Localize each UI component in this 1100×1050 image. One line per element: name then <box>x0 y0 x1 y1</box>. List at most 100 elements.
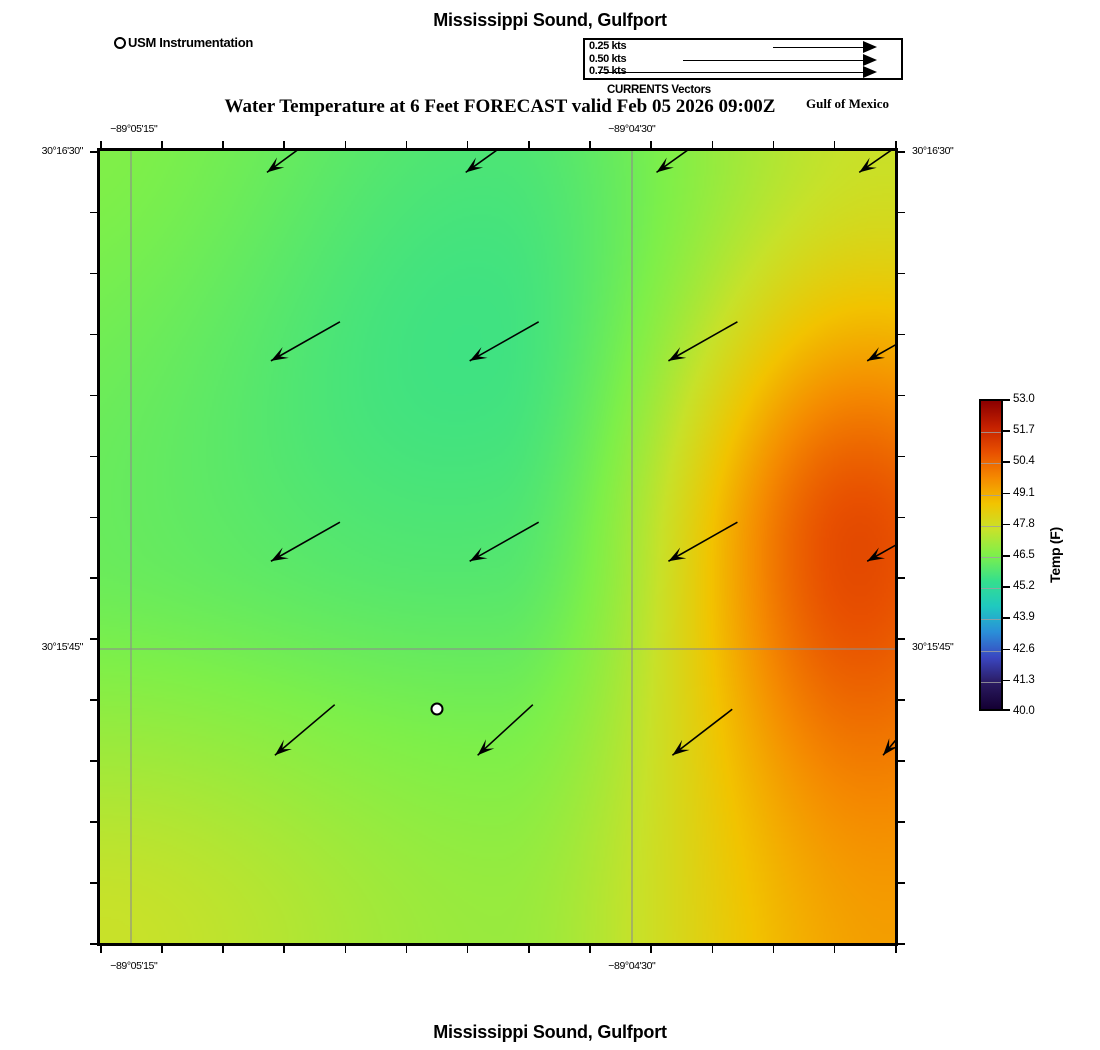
currents-legend-shaft <box>598 72 863 74</box>
axis-tick-bottom <box>589 946 591 953</box>
usm-instrumentation-legend: USM Instrumentation <box>114 35 253 50</box>
usm-station-marker[interactable] <box>430 702 444 716</box>
colorbar-tick <box>1003 679 1010 682</box>
footer-title: Mississippi Sound, Gulfport <box>433 1022 667 1042</box>
currents-legend-row: 0.50 kts <box>585 53 901 66</box>
axis-tick-left <box>90 394 97 397</box>
colorbar-segment-divider <box>981 681 1001 683</box>
currents-legend-label: 0.25 kts <box>589 40 627 52</box>
axis-label-longitude-top: −89°05'15" <box>110 123 158 135</box>
current-vector-arrow <box>270 521 341 562</box>
axis-tick-top <box>711 141 714 148</box>
axis-tick-top <box>405 141 408 148</box>
colorbar-tick <box>1003 523 1010 526</box>
colorbar-tick-label: 47.8 <box>1013 517 1035 530</box>
axis-tick-bottom <box>833 946 836 953</box>
axis-tick-right <box>898 333 905 336</box>
axis-tick-left <box>90 638 97 640</box>
axis-tick-left <box>90 943 97 945</box>
current-vector-arrow <box>671 708 733 756</box>
axis-tick-left <box>90 211 97 214</box>
axis-tick-left <box>90 272 97 275</box>
axis-tick-bottom <box>100 946 102 953</box>
colorbar-tick-label: 53.0 <box>1013 393 1035 405</box>
axis-tick-right <box>898 882 905 884</box>
colorbar-tick-label: 49.1 <box>1013 486 1035 499</box>
open-circle-icon <box>114 36 126 49</box>
axis-tick-bottom <box>772 946 775 953</box>
axis-tick-left <box>90 455 97 458</box>
axis-tick-bottom <box>711 946 714 953</box>
axis-tick-right <box>898 760 905 762</box>
axis-label-longitude-bottom: −89°05'15" <box>110 960 158 972</box>
gridline-vertical <box>130 151 132 943</box>
temperature-map[interactable] <box>97 148 898 946</box>
axis-tick-bottom <box>895 946 897 953</box>
colorbar-tick <box>1003 492 1010 495</box>
axis-tick-bottom <box>222 946 224 953</box>
colorbar-tick <box>1003 555 1010 557</box>
colorbar-segment-divider <box>981 588 1001 590</box>
axis-tick-right <box>898 394 905 397</box>
axis-tick-left <box>90 821 97 823</box>
axis-label-latitude-right: 30°15'45" <box>912 641 954 654</box>
colorbar-segment-divider <box>981 463 1001 465</box>
colorbar-tick <box>1003 709 1010 711</box>
axis-tick-top <box>344 141 347 148</box>
axis-tick-left <box>90 699 97 701</box>
colorbar-segment-divider <box>981 619 1001 621</box>
colorbar-segment-divider <box>981 432 1001 434</box>
axis-tick-bottom <box>344 946 347 953</box>
temperature-field <box>100 151 895 943</box>
axis-label-latitude-left: 30°16'30" <box>41 145 84 157</box>
axis-tick-right <box>898 151 905 153</box>
colorbar-tick <box>1003 648 1010 651</box>
axis-tick-right <box>898 516 905 519</box>
current-vector-arrow <box>270 321 341 362</box>
axis-tick-right <box>898 272 905 275</box>
colorbar-tick-label: 42.6 <box>1013 642 1035 655</box>
colorbar-segment-divider <box>981 650 1001 652</box>
axis-tick-right <box>898 638 905 640</box>
axis-tick-top <box>650 141 652 148</box>
current-vector-arrow <box>668 321 738 362</box>
gridline-horizontal <box>100 648 895 650</box>
axis-tick-top <box>100 141 102 148</box>
axis-tick-top <box>528 141 530 148</box>
axis-tick-bottom <box>650 946 652 953</box>
axis-tick-top <box>283 141 285 148</box>
colorbar-tick-label: 40.0 <box>1013 705 1035 717</box>
axis-tick-left <box>90 516 97 519</box>
current-vector-arrow <box>469 321 540 362</box>
axis-tick-bottom <box>283 946 285 953</box>
colorbar-segment-divider <box>981 557 1001 558</box>
region-label: Gulf of Mexico <box>806 96 890 111</box>
colorbar-gradient <box>979 399 1003 711</box>
current-vector-arrow <box>668 521 738 562</box>
axis-tick-right <box>898 455 905 458</box>
axis-tick-top <box>466 141 469 148</box>
current-vector-arrow <box>465 151 498 174</box>
usm-legend-label: USM Instrumentation <box>128 35 254 50</box>
axis-tick-left <box>90 333 97 336</box>
colorbar-title: Temp (F) <box>1047 527 1063 583</box>
currents-legend-arrowhead <box>863 66 877 79</box>
gridline-vertical <box>631 151 633 943</box>
axis-tick-left <box>90 760 97 762</box>
current-vector-arrow <box>469 521 540 562</box>
axis-tick-top <box>772 141 775 148</box>
current-vector-arrow <box>477 704 534 756</box>
currents-legend-row: 0.25 kts <box>585 40 901 53</box>
axis-label-latitude-right: 30°16'30" <box>912 145 954 157</box>
currents-legend-arrowhead <box>863 41 877 53</box>
currents-legend-shaft <box>773 47 863 48</box>
colorbar-segment-divider <box>981 525 1001 527</box>
axis-tick-right <box>898 943 905 945</box>
axis-tick-right <box>898 821 905 823</box>
current-vector-arrow <box>866 544 895 562</box>
colorbar-tick-label: 41.3 <box>1013 673 1035 686</box>
colorbar-tick <box>1003 399 1010 401</box>
currents-legend-shaft <box>683 59 863 61</box>
current-vector-arrow <box>866 344 895 362</box>
currents-legend-arrowhead <box>863 53 877 66</box>
